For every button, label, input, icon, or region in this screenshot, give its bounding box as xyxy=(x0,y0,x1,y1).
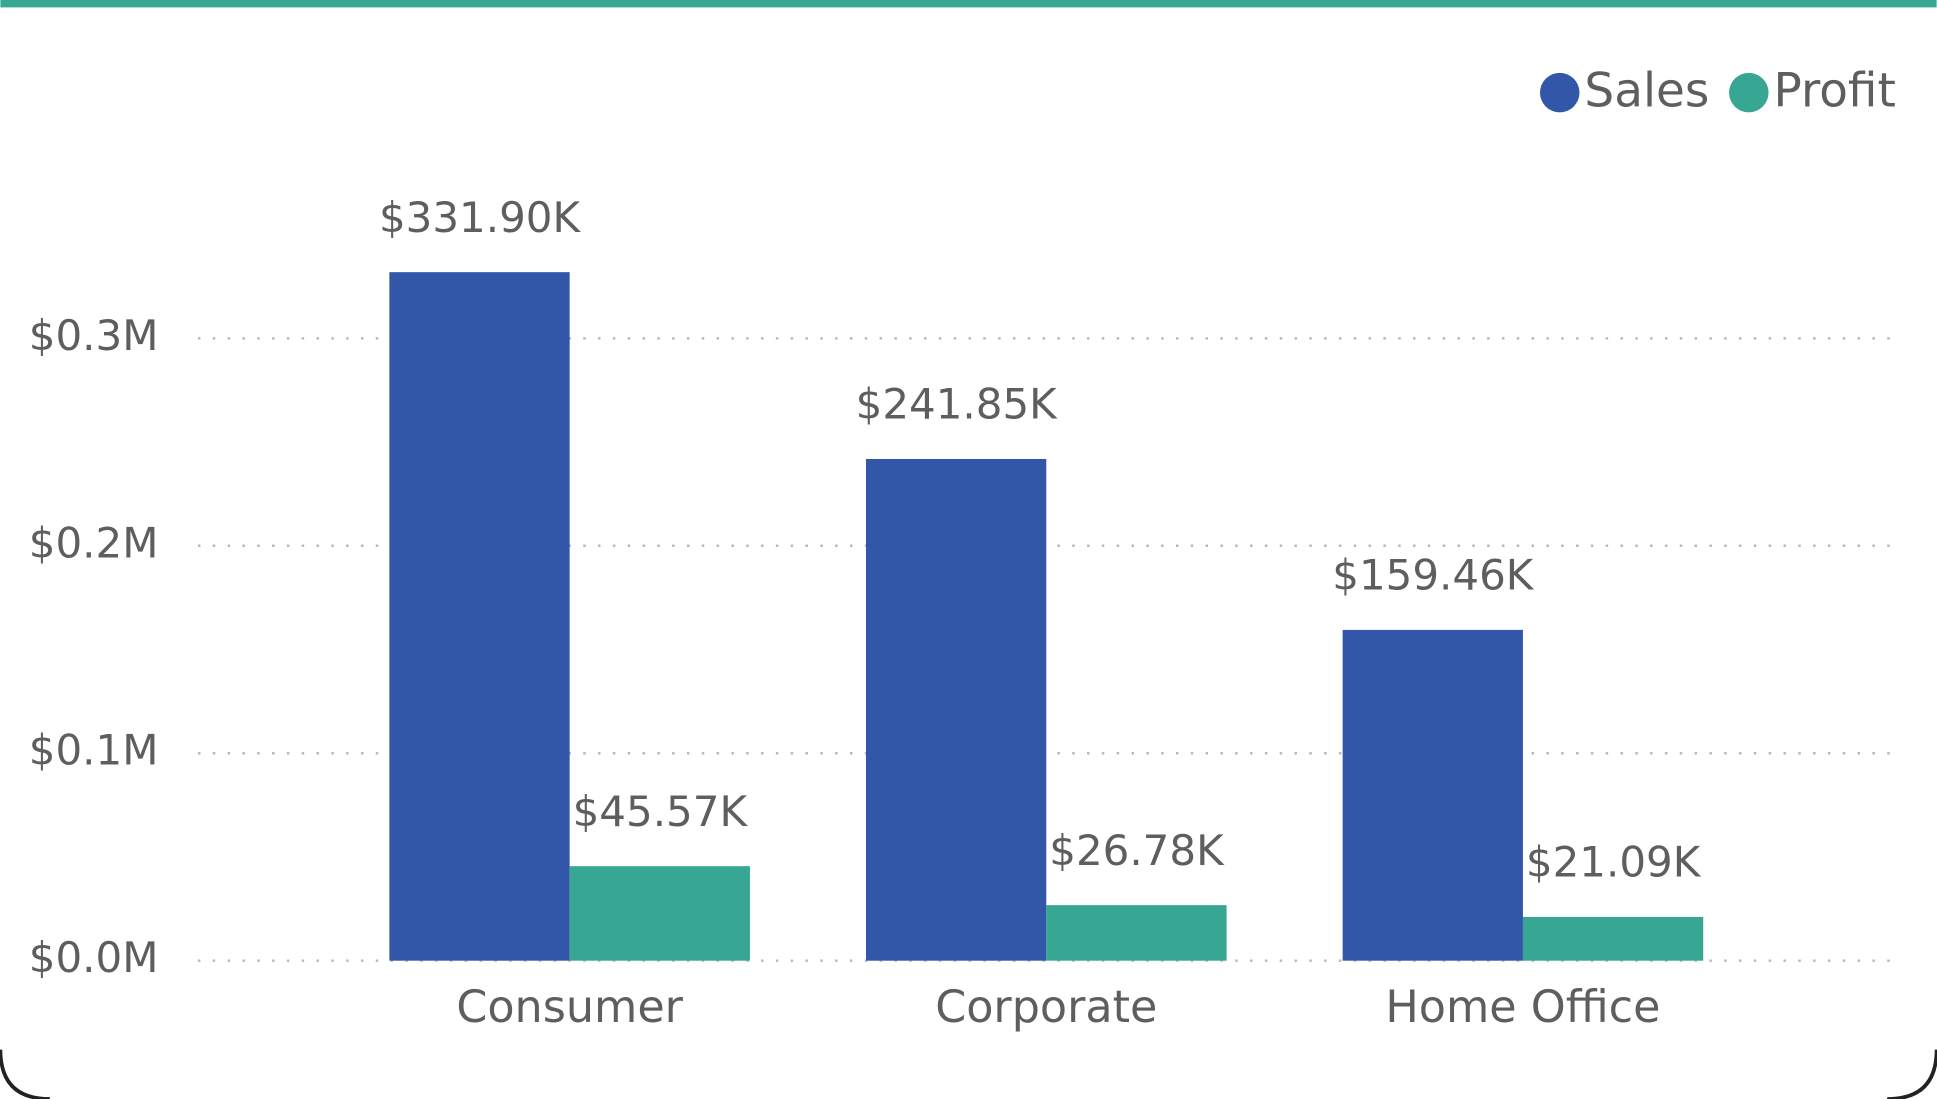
bar xyxy=(389,272,570,961)
value-label: $159.46K xyxy=(1332,551,1535,600)
x-tick-label: Corporate xyxy=(935,982,1157,1033)
value-label: $45.57K xyxy=(573,787,749,836)
top-accent xyxy=(0,0,1937,8)
value-label: $21.09K xyxy=(1526,838,1702,887)
bar xyxy=(1342,629,1523,961)
y-tick-label: $0.3M xyxy=(29,311,159,360)
bar xyxy=(1522,916,1704,961)
x-tick-label: Consumer xyxy=(456,982,683,1033)
legend-label: Profit xyxy=(1773,63,1895,118)
bar xyxy=(866,458,1047,961)
bar xyxy=(1046,905,1227,961)
frame-corner xyxy=(0,1049,1937,1099)
y-tick-label: $0.2M xyxy=(29,518,159,567)
legend-label: Sales xyxy=(1584,63,1709,118)
value-label: $26.78K xyxy=(1049,826,1225,875)
legend-swatch xyxy=(1539,72,1580,113)
bar xyxy=(569,866,750,961)
y-tick-label: $0.0M xyxy=(29,933,159,982)
x-tick-label: Home Office xyxy=(1385,982,1660,1033)
y-tick-label: $0.1M xyxy=(29,726,159,775)
value-label: $331.90K xyxy=(379,193,582,242)
legend-swatch xyxy=(1729,72,1769,113)
value-label: $241.85K xyxy=(856,380,1059,429)
